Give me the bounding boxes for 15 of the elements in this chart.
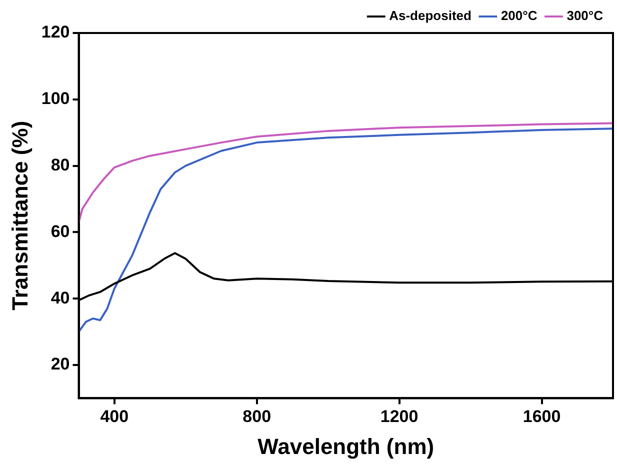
y-tick-label: 120 bbox=[41, 22, 70, 42]
legend-label: As-deposited bbox=[389, 8, 472, 24]
legend-label: 300°C bbox=[566, 8, 604, 24]
x-tick-label: 1200 bbox=[380, 407, 418, 426]
y-tick-label: 40 bbox=[50, 288, 70, 308]
y-tick-label: 20 bbox=[50, 354, 70, 374]
y-tick-label: 80 bbox=[50, 155, 70, 174]
x-axis-title: Wavelength (nm) bbox=[258, 434, 434, 459]
y-tick-label: 60 bbox=[50, 222, 70, 241]
x-tick-label: 800 bbox=[242, 407, 272, 426]
x-tick-label: 1600 bbox=[522, 407, 561, 426]
y-axis-title: Transmittance (%) bbox=[7, 120, 32, 310]
y-tick-label: 100 bbox=[41, 89, 70, 108]
legend-label: 200°C bbox=[500, 8, 538, 24]
x-tick-label: 400 bbox=[100, 407, 129, 426]
